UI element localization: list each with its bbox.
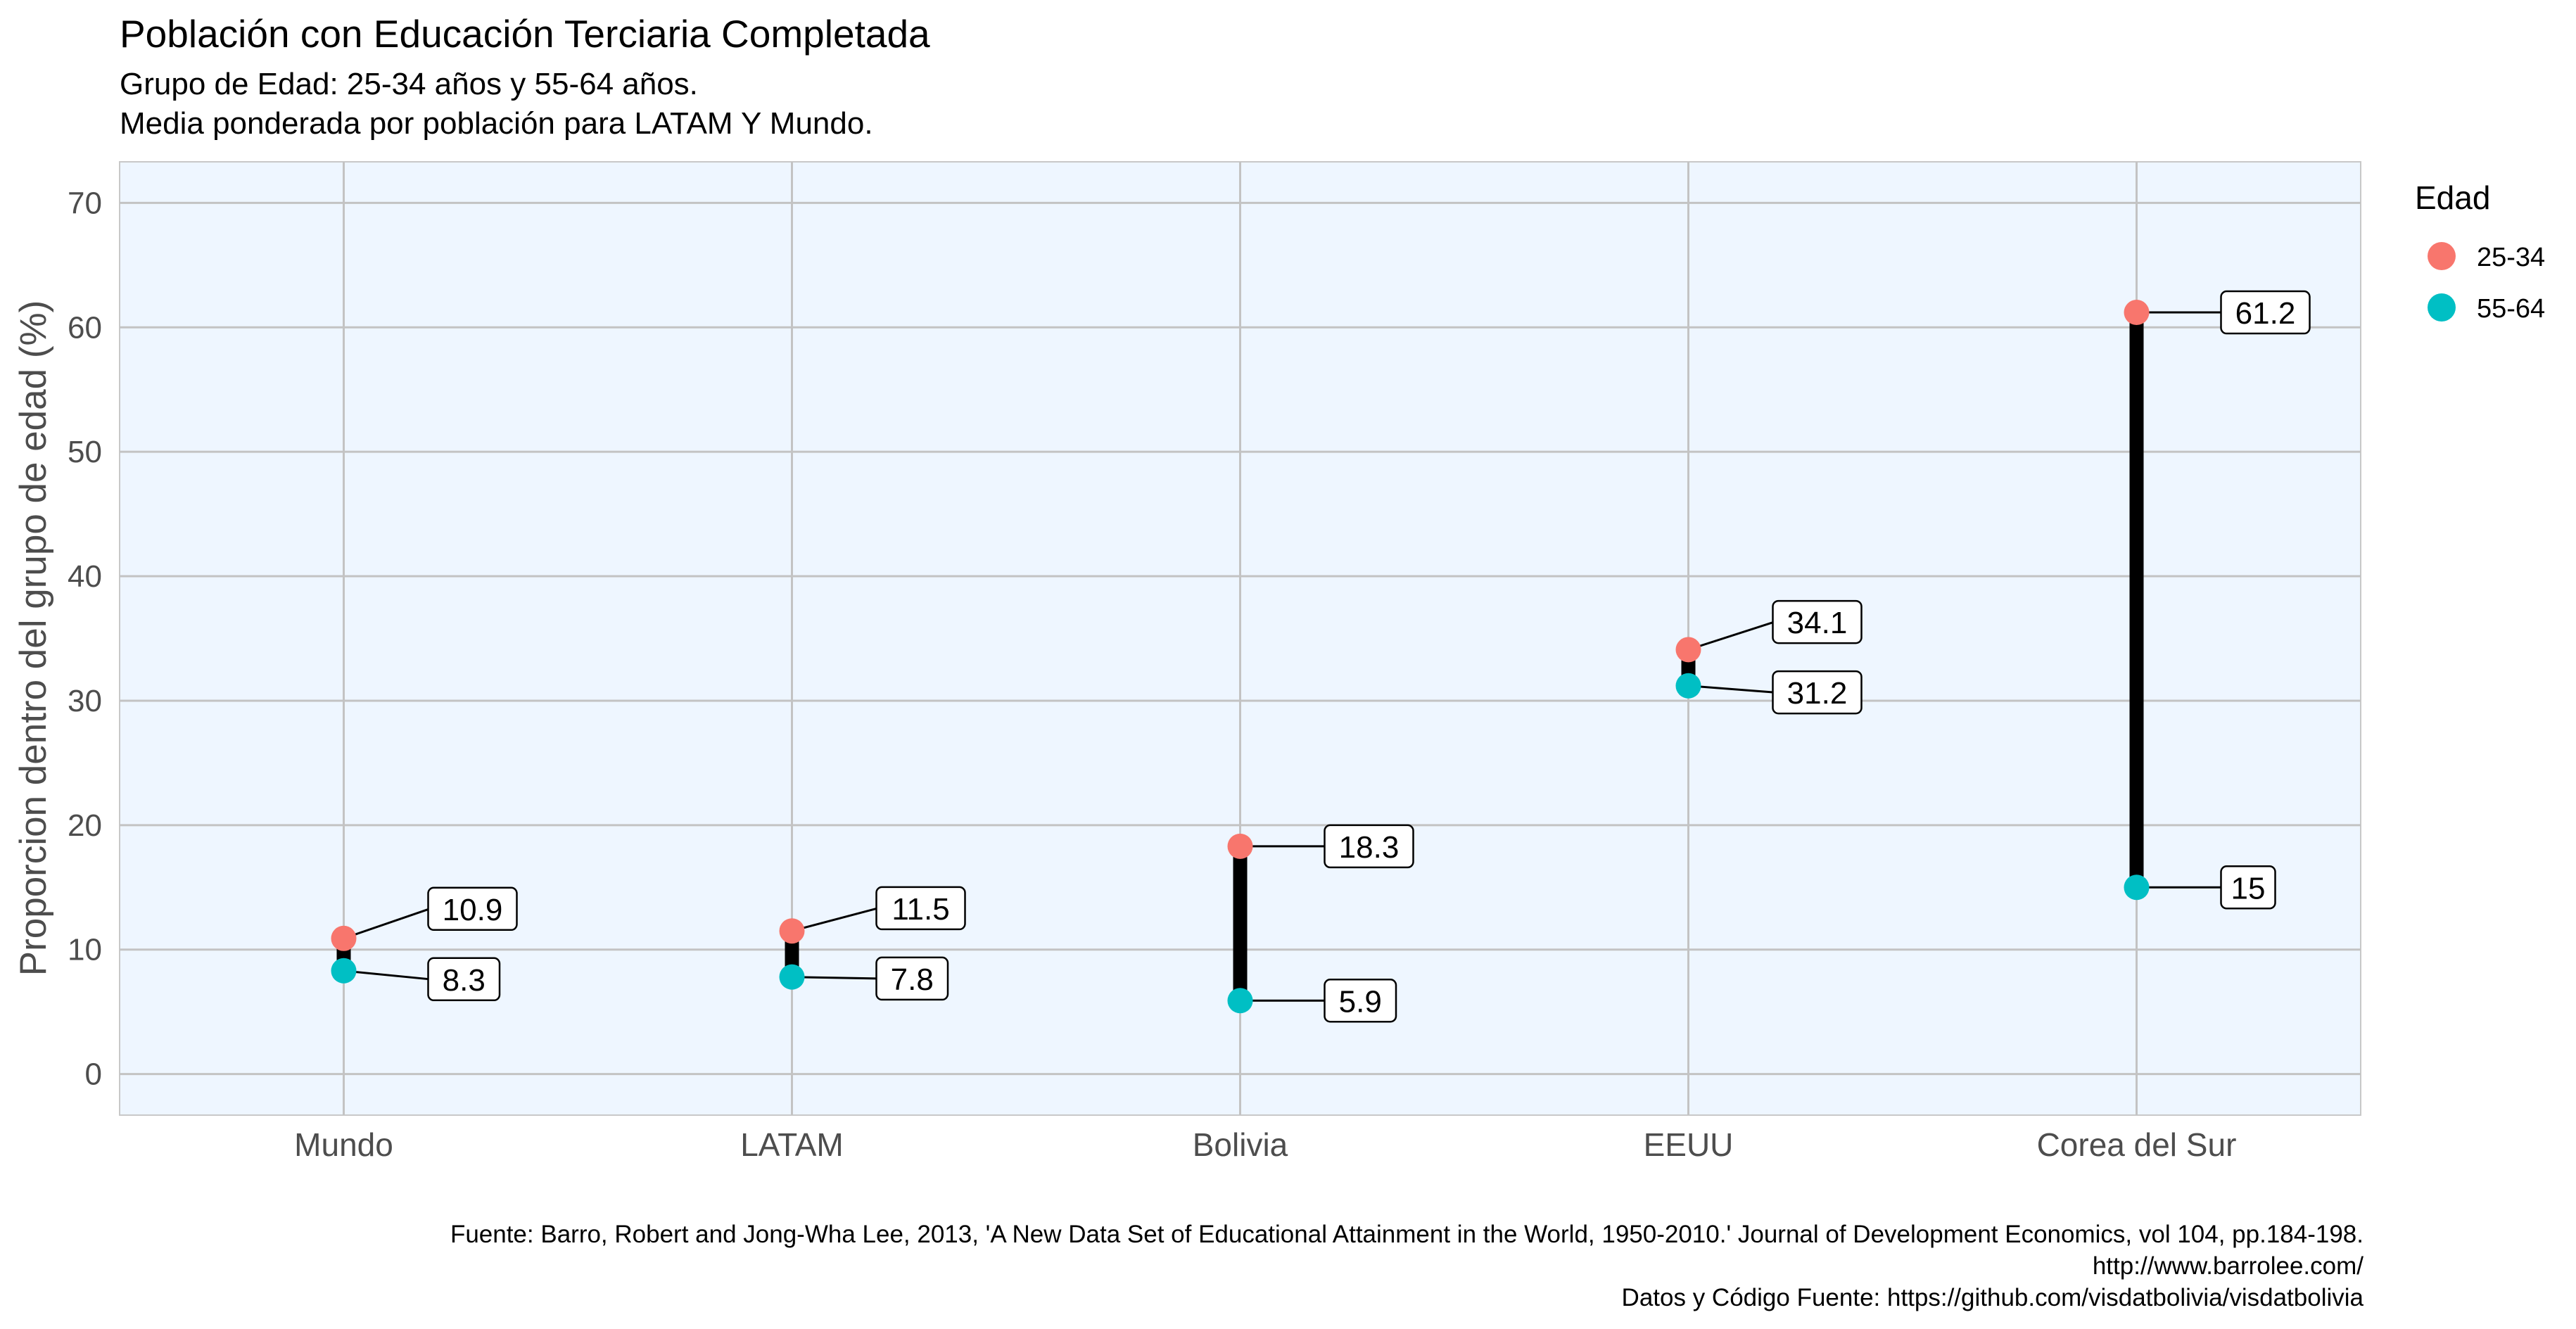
y-tick-label-30: 30 — [68, 684, 102, 718]
value-label-box-55-64-2 — [1324, 979, 1397, 1023]
value-label-box-55-64-1 — [875, 956, 949, 1001]
point-25-34-0 — [331, 925, 357, 951]
value-label-box-55-64-3 — [1772, 670, 1863, 715]
caption-line-source: Fuente: Barro, Robert and Jong-Wha Lee, … — [450, 1221, 2364, 1248]
gridlines — [120, 162, 2361, 1115]
y-tick-label-0: 0 — [85, 1057, 102, 1092]
point-25-34-2 — [1227, 833, 1253, 859]
caption-line-code: Datos y Código Fuente: https://github.co… — [1621, 1284, 2364, 1311]
value-label-box-25-34-3 — [1772, 599, 1863, 644]
chart-caption: Fuente: Barro, Robert and Jong-Wha Lee, … — [450, 1219, 2364, 1314]
caption-line-url: http://www.barrolee.com/ — [2092, 1252, 2364, 1280]
legend-title: Edad — [2415, 179, 2490, 216]
y-tick-label-40: 40 — [68, 559, 102, 594]
point-55-64-1 — [779, 964, 805, 990]
value-label-25-34-3: 34.1 — [1787, 606, 1848, 640]
point-55-64-4 — [2124, 875, 2150, 901]
point-55-64-2 — [1227, 988, 1253, 1014]
value-label-55-64-4: 15 — [2231, 871, 2266, 905]
value-label-55-64-3: 31.2 — [1787, 676, 1848, 711]
leader-line-25-34-1 — [792, 907, 878, 932]
chart-title: Población con Educación Terciaria Comple… — [120, 12, 930, 56]
value-label-55-64-1: 7.8 — [891, 962, 934, 997]
value-labels: 10.9 8.3 11.5 7.8 18.3 5.9 34.1 31.2 61.2 15 — [427, 290, 2311, 1023]
point-25-34-4 — [2124, 300, 2150, 326]
value-label-box-25-34-1 — [875, 886, 966, 931]
value-label-25-34-2: 18.3 — [1339, 830, 1400, 865]
data-points — [331, 300, 2150, 1014]
label-leader-lines — [343, 311, 2223, 1002]
value-label-box-55-64-0 — [427, 957, 501, 1002]
chart-subtitle-line-1: Grupo de Edad: 25-34 años y 55-64 años. — [120, 67, 698, 101]
leader-line-55-64-1 — [792, 976, 878, 980]
point-55-64-3 — [1675, 673, 1701, 699]
value-label-25-34-0: 10.9 — [443, 893, 503, 927]
x-tick-label-4: Corea del Sur — [2037, 1126, 2237, 1163]
chart-subtitle-line-2: Media ponderada por población para LATAM… — [120, 106, 873, 141]
value-label-box-25-34-2 — [1324, 824, 1414, 869]
y-tick-label-70: 70 — [68, 186, 102, 220]
x-tick-label-3: EEUU — [1644, 1126, 1734, 1163]
value-label-25-34-4: 61.2 — [2235, 296, 2296, 331]
leader-line-25-34-3 — [1688, 621, 1775, 651]
point-25-34-1 — [779, 918, 805, 944]
x-axis-ticks: Mundo LATAM Bolivia EEUU Corea del Sur — [294, 1126, 2236, 1163]
value-label-box-25-34-4 — [2220, 290, 2311, 335]
leader-line-55-64-0 — [343, 969, 430, 981]
x-tick-label-1: LATAM — [740, 1126, 844, 1163]
value-label-55-64-0: 8.3 — [443, 963, 486, 998]
x-tick-label-0: Mundo — [294, 1126, 393, 1163]
legend-key-55-64 — [2428, 293, 2456, 322]
y-axis-title: Proporcion dentro del grupo de edad (%) — [13, 300, 54, 977]
value-label-55-64-2: 5.9 — [1339, 984, 1382, 1019]
value-label-box-55-64-4 — [2220, 865, 2276, 910]
value-label-box-25-34-0 — [427, 886, 518, 931]
y-axis-ticks: 0 10 20 30 40 50 60 70 — [68, 186, 102, 1091]
leader-line-25-34-0 — [343, 908, 430, 940]
y-tick-label-50: 50 — [68, 435, 102, 469]
y-tick-label-60: 60 — [68, 310, 102, 345]
point-55-64-0 — [331, 958, 357, 984]
value-label-25-34-1: 11.5 — [892, 892, 949, 927]
leader-line-55-64-3 — [1688, 685, 1775, 694]
point-25-34-3 — [1675, 637, 1701, 663]
y-tick-label-20: 20 — [68, 808, 102, 843]
legend-label-55-64: 55-64 — [2477, 294, 2545, 324]
x-tick-label-2: Bolivia — [1193, 1126, 1288, 1163]
legend-label-25-34: 25-34 — [2477, 243, 2545, 272]
y-tick-label-10: 10 — [68, 933, 102, 967]
legend-key-25-34 — [2428, 242, 2456, 270]
legend: Edad 25-34 55-64 — [2415, 179, 2545, 324]
